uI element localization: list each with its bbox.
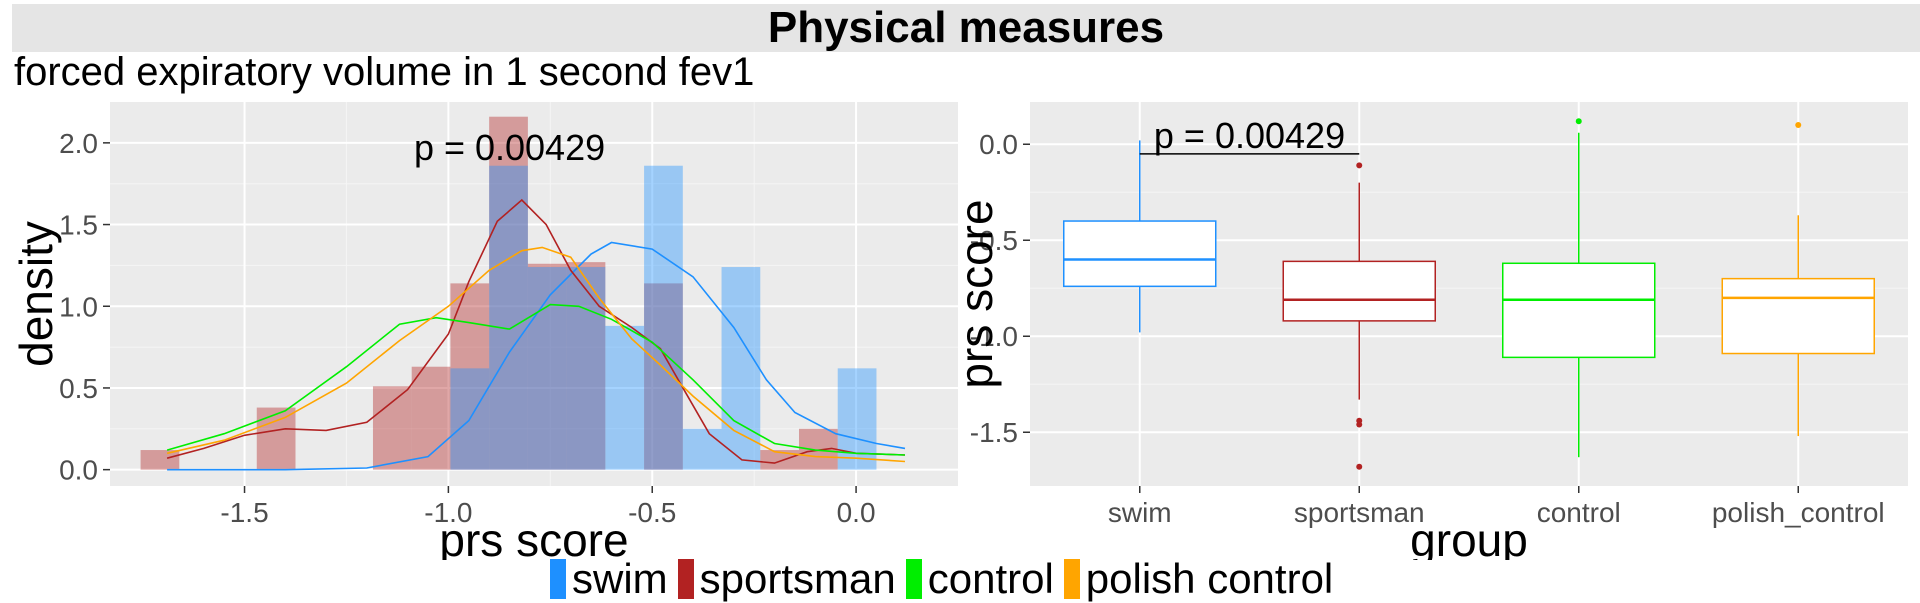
histogram-bar-sportsman [411,366,451,470]
box-polish_control [1721,277,1875,355]
legend-item-sportsman: sportsman [677,555,896,603]
outlier-sportsman [1356,162,1363,169]
x-tick-label: -1.0 [424,497,472,528]
legend-swatch-swim [550,559,566,599]
y-tick-label: 1.0 [59,291,98,322]
panel-background [110,102,958,486]
figure-title: Physical measures [767,3,1165,52]
y-tick-label: 0.5 [59,373,98,404]
histogram-bar-swim [489,165,528,470]
histogram-bar-sportsman [372,386,412,470]
histogram-bar-swim [721,267,761,470]
y-tick-label: -1.5 [970,417,1018,448]
y-tick-label: 1.5 [59,210,98,241]
box-swim [1063,220,1217,288]
outlier-sportsman [1356,421,1363,428]
density-line-control [166,303,906,456]
histogram-bar-sportsman [140,450,180,470]
histogram-panel: -1.5 -1.0 -0.5 0.0 0.0 0.5 1.0 1.5 2.0 prs score d… [10,102,958,560]
density-line-sportsman [166,198,906,464]
legend-label: swim [572,555,668,602]
legend-swatch-sportsman [677,559,694,599]
y-tick-label: -0.5 [970,225,1018,256]
histogram-bar-swim [644,165,683,470]
histogram-bar-swim [527,267,567,470]
outlier-control [1575,118,1582,125]
legend-item-control: control [905,555,1054,603]
histogram-bar-swim [566,267,606,470]
x-tick-label: -1.5 [220,497,268,528]
histogram-bar-sportsman [760,450,799,470]
y-tick-label: 2.0 [59,128,98,159]
y-tick-label: 0.0 [979,129,1018,160]
y-axis-title: density [10,221,62,367]
histogram-bar-swim [605,325,645,470]
boxplot-panel: p = 0.00429 0.0 -0.5 -1.0 -1.5 swim sportsman c… [950,102,1908,560]
x-tick-label: 0.0 [837,497,876,528]
p-value-annotation: p = 0.00429 [1154,115,1345,156]
outlier-sportsman [1356,463,1363,470]
x-tick-label: -0.5 [628,497,676,528]
histogram-bar-swim [682,428,722,470]
box-control [1502,262,1656,359]
legend-swatch-control [905,559,922,599]
box-sportsman [1282,260,1436,322]
x-tick-label: sportsman [1294,497,1425,528]
histogram-bar-sportsman [489,116,528,470]
legend-swatch-polish_control [1063,559,1080,599]
x-tick-label: polish_control [1712,497,1885,528]
legend-label: polish control [1085,555,1334,602]
x-axis-title: prs score [439,514,628,560]
outlier-polish_control [1795,122,1802,129]
y-tick-label: -1.0 [970,321,1018,352]
density-line-polish_control [166,246,906,463]
p-value-annotation: p = 0.00429 [414,127,605,168]
legend-label: sportsman [699,555,896,602]
y-tick-label: 0.0 [59,455,98,486]
histogram-bar-sportsman [256,407,296,470]
figure-title-strip: Physical measures [12,3,1920,52]
x-tick-label: control [1537,497,1621,528]
density-line-swim [167,241,906,471]
x-axis-title: group [1410,514,1528,560]
legend-item-swim: swim [550,555,668,603]
legend-item-polish_control: polish control [1063,555,1334,603]
figure-subtitle: forced expiratory volume in 1 second fev… [14,50,755,94]
y-axis-title: prs score [950,199,1002,388]
charts-canvas: -1.5 -1.0 -0.5 0.0 0.0 0.5 1.0 1.5 2.0 prs score d… [10,102,1908,560]
legend-label: control [927,555,1054,602]
x-tick-label: swim [1108,497,1172,528]
legend: swim sportsman control polish control [550,555,1343,603]
